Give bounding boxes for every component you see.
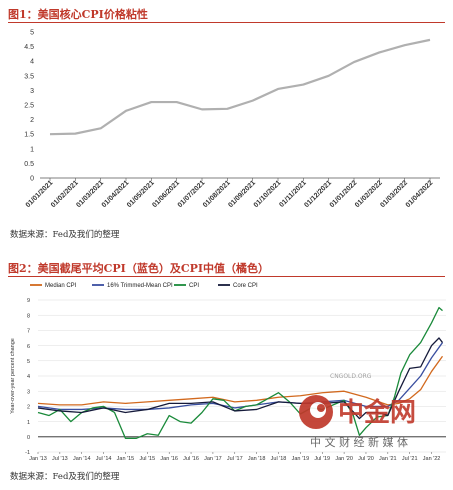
series-line-16-trimmed-mean-cpi <box>37 342 444 411</box>
watermark-logo-dot <box>317 404 325 412</box>
y-tick-label: 0.5 <box>24 161 34 168</box>
x-tick-label: Jan '21 <box>379 456 397 462</box>
x-tick-label: Jul '19 <box>314 456 330 462</box>
y-tick-label: 5 <box>30 30 34 37</box>
x-tick-label: Jan '19 <box>292 456 310 462</box>
y-tick-label: 1 <box>27 420 30 426</box>
y-tick-label: 4.5 <box>24 44 34 51</box>
y-tick-label: 3 <box>27 389 30 395</box>
y-tick-label: 3 <box>30 88 34 95</box>
x-tick-label: Jul '15 <box>139 456 155 462</box>
x-tick-label: Jul '20 <box>358 456 374 462</box>
figure2-title-rule <box>8 276 445 277</box>
figure2-title: 图2：美国截尾平均CPI（蓝色）及CPI中值（橘色） <box>8 262 269 275</box>
y-tick-label: 8 <box>27 313 30 319</box>
legend-label: Median CPI <box>45 283 77 289</box>
legend-label: Core CPI <box>233 283 258 289</box>
series-line-core-cpi <box>37 337 444 420</box>
x-tick-label: Jul '14 <box>96 456 112 462</box>
x-tick-label: Jan '15 <box>117 456 135 462</box>
y-tick-label: 7 <box>27 329 30 335</box>
y-tick-label: 1.5 <box>24 132 34 139</box>
x-tick-label: Jul '16 <box>183 456 199 462</box>
figure1-source: 数据来源：Fed及我们的整理 <box>10 230 120 240</box>
legend-label: CPI <box>189 283 199 289</box>
x-tick-label: Jan '20 <box>335 456 353 462</box>
watermark-tagline: 中 文 财 经 新 媒 体 <box>310 435 408 449</box>
figure1-title-rule <box>8 22 445 23</box>
watermark-logo <box>299 395 333 429</box>
x-tick-label: Jul '17 <box>227 456 243 462</box>
x-tick-label: Jan '18 <box>248 456 266 462</box>
y-tick-label: 5 <box>27 359 30 365</box>
watermark-brand: 中金网 <box>338 397 416 428</box>
y-tick-label: 9 <box>27 298 30 304</box>
x-tick-label: Jan '16 <box>160 456 178 462</box>
x-tick-label: Jan '22 <box>423 456 441 462</box>
x-tick-label: Jan '13 <box>29 456 47 462</box>
y-tick-label: 4 <box>30 59 34 66</box>
legend-label: 16% Trimmed-Mean CPI <box>107 283 173 289</box>
series-line-core-cpi <box>49 38 431 136</box>
figure2-source: 数据来源：Fed及我们的整理 <box>10 472 120 482</box>
y-tick-label: 1 <box>30 146 34 153</box>
y-axis-title: Year-over-year percent change <box>10 338 16 414</box>
x-tick-label: Jan '14 <box>73 456 91 462</box>
y-tick-label: 6 <box>27 344 30 350</box>
x-tick-label: Jul '13 <box>52 456 68 462</box>
figure1-title: 图1：美国核心CPI价格粘性 <box>8 8 148 21</box>
y-tick-label: -1 <box>25 450 30 456</box>
watermark-url: CNGOLD.ORG <box>330 373 372 380</box>
y-tick-label: 4 <box>27 374 30 380</box>
x-tick-label: Jul '21 <box>402 456 418 462</box>
y-tick-label: 2 <box>27 405 30 411</box>
y-tick-label: 2 <box>30 117 34 124</box>
x-tick-label: Jul '18 <box>271 456 287 462</box>
x-tick-label: Jan '17 <box>204 456 222 462</box>
y-tick-label: 3.5 <box>24 73 34 80</box>
y-tick-label: 0 <box>30 176 34 183</box>
y-tick-label: 2.5 <box>24 103 34 110</box>
y-tick-label: 0 <box>27 435 30 441</box>
